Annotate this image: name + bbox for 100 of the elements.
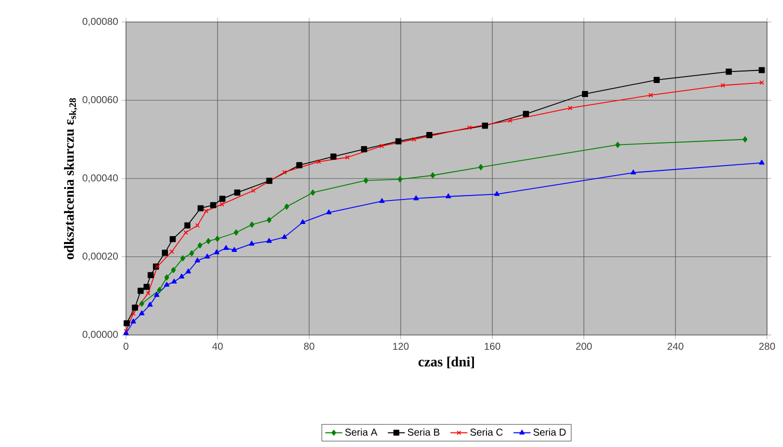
point [232, 247, 237, 252]
point [210, 202, 216, 208]
point [139, 300, 144, 307]
point [130, 318, 136, 324]
point [412, 137, 416, 142]
point [170, 236, 176, 242]
point [189, 250, 194, 256]
point [186, 268, 191, 274]
point [148, 272, 154, 278]
point [326, 210, 332, 214]
point [164, 274, 170, 281]
point [138, 288, 144, 294]
point [330, 154, 336, 160]
point [146, 290, 150, 296]
point [654, 76, 660, 83]
point [124, 320, 130, 326]
point [296, 162, 302, 168]
point [522, 110, 529, 117]
x-tick-label: 280 [759, 342, 775, 350]
point [361, 146, 368, 152]
point [426, 132, 432, 138]
point [157, 286, 162, 294]
point [178, 274, 184, 278]
point [568, 106, 572, 110]
x-axis-title: czas [dni] [418, 356, 474, 368]
legend-label: Seria B [408, 428, 440, 436]
point [219, 196, 226, 202]
point [266, 178, 272, 184]
y-tick-label: 0,00080 [82, 18, 118, 26]
point [467, 125, 472, 130]
point [155, 264, 160, 269]
point [170, 249, 174, 254]
x-tick-label: 0 [124, 342, 128, 350]
x-tick-label: 240 [668, 342, 684, 350]
point [266, 216, 272, 224]
point [615, 142, 620, 148]
point [726, 68, 732, 75]
point [478, 164, 484, 170]
point [214, 236, 220, 242]
y-tick-label: 0,00000 [82, 330, 118, 340]
point [300, 219, 306, 224]
point [234, 190, 240, 196]
point [430, 172, 436, 178]
point [214, 249, 220, 254]
point [180, 255, 186, 262]
point [204, 208, 208, 214]
point [446, 193, 452, 198]
y-tick-label: 0,00060 [82, 96, 118, 104]
point [759, 160, 764, 165]
legend-label: Seria A [345, 428, 378, 436]
point [364, 177, 368, 184]
point [398, 176, 402, 182]
point [630, 170, 636, 174]
x-tick-label: 40 [212, 342, 223, 350]
point [220, 202, 224, 207]
point [234, 229, 239, 236]
point [582, 90, 588, 98]
point [250, 222, 254, 228]
point [132, 304, 138, 311]
point [395, 138, 402, 144]
point [345, 155, 350, 160]
point [720, 83, 726, 88]
point [183, 230, 188, 235]
legend-label: Seria D [533, 428, 566, 436]
point [131, 311, 136, 316]
point [248, 240, 254, 246]
legend-label: Seria C [470, 428, 503, 436]
point [413, 195, 419, 200]
point [195, 223, 200, 228]
point [164, 282, 170, 287]
point [310, 190, 316, 196]
point [266, 238, 272, 243]
point [204, 254, 210, 258]
x-tick-label: 200 [576, 342, 592, 350]
point [508, 118, 512, 123]
point [170, 267, 176, 274]
y-tick-label: 0,00020 [82, 252, 118, 261]
point [194, 258, 200, 262]
point [494, 191, 500, 196]
point [742, 136, 748, 142]
point [147, 302, 153, 307]
x-tick-label: 80 [304, 342, 314, 350]
point [223, 245, 229, 250]
point [316, 159, 322, 164]
point [379, 198, 385, 203]
point [144, 284, 150, 290]
x-tick-label: 120 [393, 342, 409, 350]
y-tick-label: 0,00040 [82, 174, 118, 183]
point [198, 205, 204, 212]
y-axis-title: odkształcenia skurczu ε$_{sk,28}$ [64, 98, 78, 260]
point [206, 238, 211, 244]
point [284, 204, 290, 210]
point [171, 278, 177, 284]
point [139, 310, 144, 316]
point [251, 188, 256, 193]
x-tick-label: 160 [484, 342, 500, 350]
point [482, 122, 488, 129]
point [379, 144, 384, 148]
point [184, 222, 190, 228]
point [198, 242, 202, 248]
